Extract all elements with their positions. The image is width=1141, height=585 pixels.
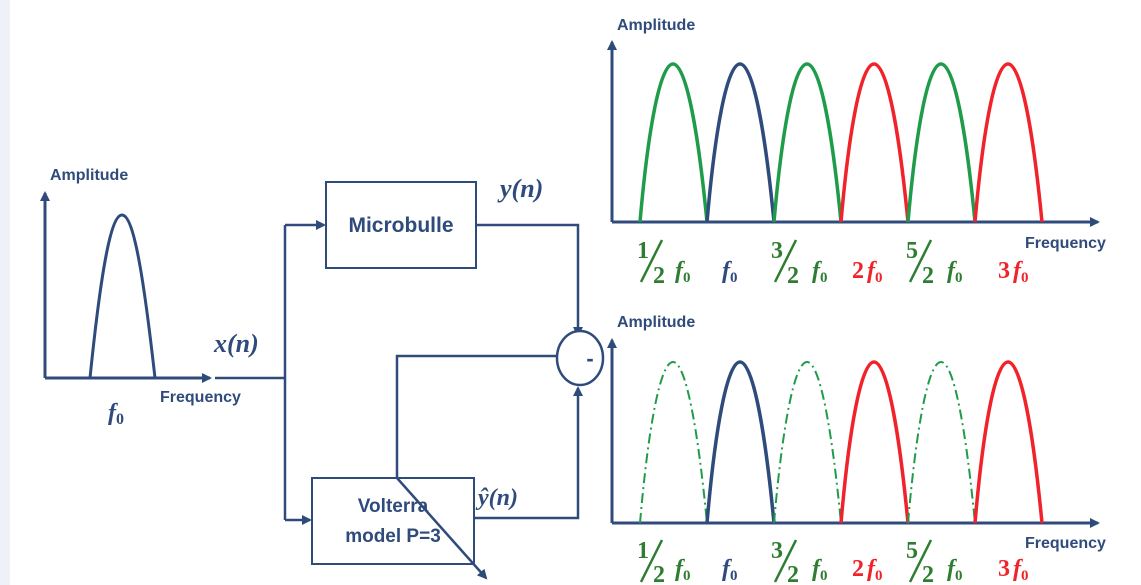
signal-flow: Microbulle Volterra model P=3 - x(n) y(n… xyxy=(213,174,605,580)
bottom-peak-half xyxy=(639,360,708,524)
bottom-tick-five-half-den: 2 xyxy=(922,562,934,585)
output-signal-label: y(n) xyxy=(497,174,543,203)
estimate-signal-label: ŷ(n) xyxy=(475,485,518,511)
top-tick-five-half-num: 5 xyxy=(906,238,918,264)
top-harmonic-labels: 1 2 f0 f0 3 2 f0 2 f0 5 2 f0 3 f0 xyxy=(637,238,1029,289)
bottom-peak-five-half xyxy=(907,360,976,524)
top-tick-three-half-sym: f0 xyxy=(812,258,828,286)
bottom-harmonic-labels: 1 2 f0 f0 3 2 f0 2 f0 5 2 f0 3 f0 xyxy=(637,538,1029,585)
microbulle-label: Microbulle xyxy=(348,214,453,237)
input-peak-symbol: f xyxy=(108,400,118,426)
bottom-tick-three-half-num: 3 xyxy=(771,538,783,564)
top-peak-one xyxy=(705,62,776,223)
top-tick-three-half: 3 2 f0 xyxy=(771,238,828,289)
volterra-block[interactable] xyxy=(311,477,475,565)
bottom-y-label: Amplitude xyxy=(617,314,695,331)
bottom-tick-three-half: 3 2 f0 xyxy=(771,538,828,585)
top-tick-three-half-num: 3 xyxy=(771,238,783,264)
bottom-tick-five-half: 5 2 f0 xyxy=(906,538,963,585)
bottom-tick-half-den: 2 xyxy=(653,562,665,585)
top-tick-three-half-den: 2 xyxy=(787,263,799,289)
bottom-peak-two xyxy=(839,360,910,524)
input-peak-subscript: 0 xyxy=(116,411,124,428)
top-tick-half: 1 2 f0 xyxy=(637,238,691,289)
top-tick-three: 3 f0 xyxy=(998,258,1029,286)
bottom-peak-three-half xyxy=(773,360,842,524)
top-tick-two-label: 2 f0 xyxy=(852,258,883,286)
top-peak-half xyxy=(638,62,709,223)
top-tick-three-label: 3 f0 xyxy=(998,258,1029,286)
bottom-tick-three-half-sym: f0 xyxy=(812,556,828,584)
bottom-tick-five-half-sym: f0 xyxy=(947,556,963,584)
bottom-tick-three: 3 f0 xyxy=(998,556,1029,584)
bottom-tick-three-label: 3 f0 xyxy=(998,556,1029,584)
bottom-peak-one xyxy=(705,360,776,524)
top-spectrum-plot: Amplitude Frequency xyxy=(607,17,1106,252)
bottom-tick-half-sym: f0 xyxy=(675,556,691,584)
top-tick-half-sym: f0 xyxy=(675,258,691,286)
top-tick-one-sym: f0 xyxy=(722,258,738,286)
bottom-tick-two: 2 f0 xyxy=(852,556,883,584)
feedback-line xyxy=(395,354,556,478)
bottom-tick-three-half-den: 2 xyxy=(787,562,799,585)
top-y-label: Amplitude xyxy=(617,17,695,34)
input-x-label: Frequency xyxy=(160,389,241,406)
input-signal-label: x(n) xyxy=(213,329,259,358)
bottom-tick-two-label: 2 f0 xyxy=(852,556,883,584)
top-peak-three-half xyxy=(772,62,843,223)
subtractor-sign: - xyxy=(586,346,593,371)
bottom-peak-three xyxy=(973,360,1044,524)
bottom-x-label: Frequency xyxy=(1025,535,1106,552)
bottom-spectrum-plot: Amplitude Frequency xyxy=(607,314,1106,552)
bottom-tick-half: 1 2 f0 xyxy=(637,538,691,585)
bottom-tick-one-sym: f0 xyxy=(722,556,738,584)
input-peak xyxy=(88,213,157,379)
input-y-label: Amplitude xyxy=(50,167,128,184)
top-tick-one: f0 xyxy=(722,258,738,286)
top-tick-five-half-den: 2 xyxy=(922,263,934,289)
adaptation-arrow xyxy=(396,477,488,580)
top-tick-half-den: 2 xyxy=(653,263,665,289)
volterra-label-line2: model P=3 xyxy=(345,526,441,547)
input-peak-label: f0 xyxy=(108,400,124,428)
top-tick-two: 2 f0 xyxy=(852,258,883,286)
bottom-tick-half-num: 1 xyxy=(637,538,649,564)
top-peak-three xyxy=(973,62,1044,223)
subtractor-node[interactable] xyxy=(555,329,605,387)
left-edge-bar xyxy=(0,0,10,585)
volterra-label-line1: Volterra xyxy=(358,496,429,517)
bottom-tick-one: f0 xyxy=(722,556,738,584)
top-tick-five-half-sym: f0 xyxy=(947,258,963,286)
output-line xyxy=(476,223,583,337)
bottom-tick-five-half-num: 5 xyxy=(906,538,918,564)
top-peak-two xyxy=(839,62,910,223)
input-spectrum-plot: Amplitude Frequency f0 xyxy=(40,167,241,428)
top-x-label: Frequency xyxy=(1025,235,1106,252)
top-tick-five-half: 5 2 f0 xyxy=(906,238,963,289)
top-peak-five-half xyxy=(906,62,977,223)
top-tick-half-num: 1 xyxy=(637,238,649,264)
estimate-line xyxy=(474,386,583,520)
